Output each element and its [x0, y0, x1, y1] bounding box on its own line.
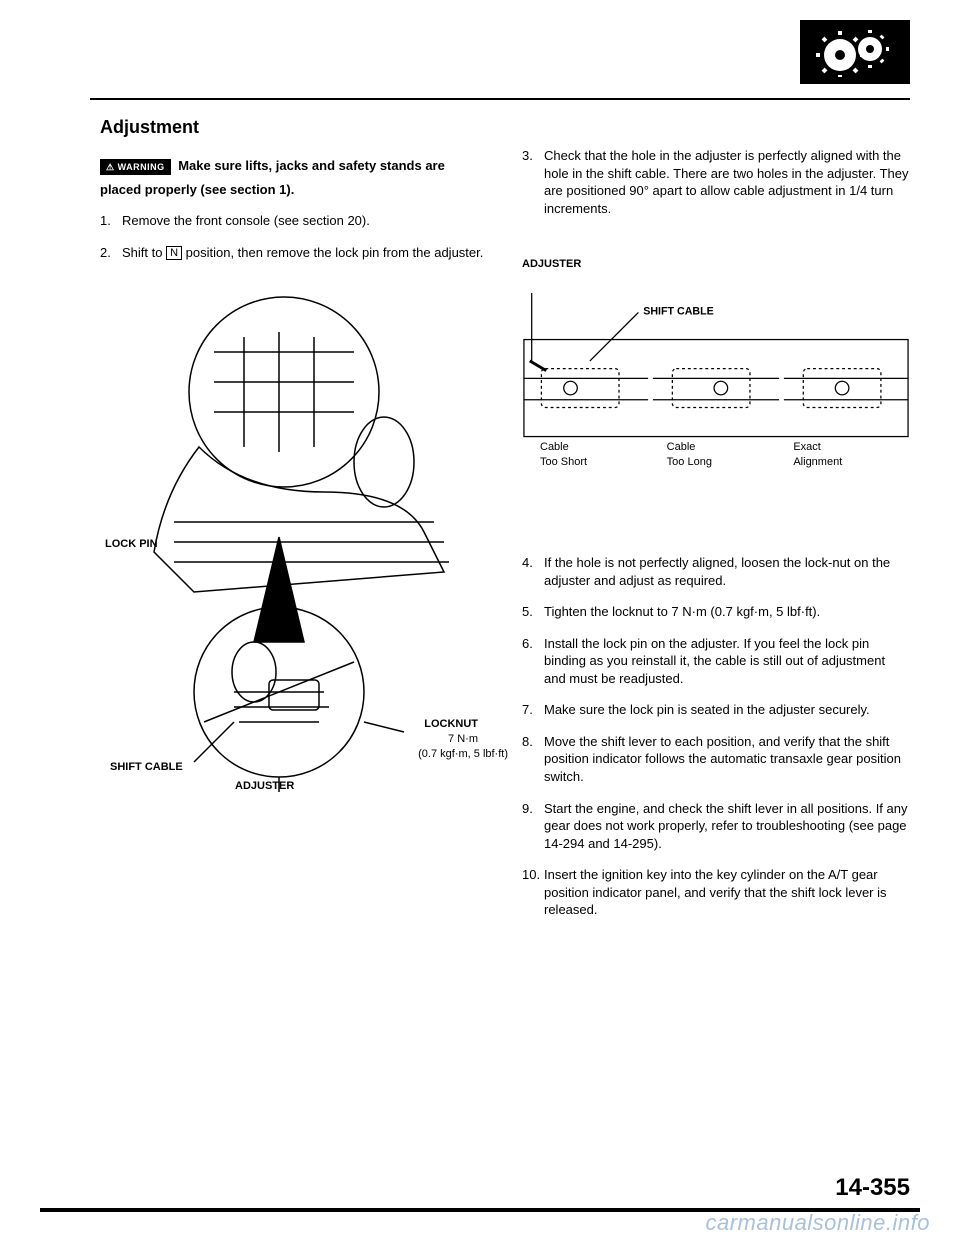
- adjuster-label-top: ADJUSTER: [522, 257, 910, 272]
- lock-pin-diagram: LOCK PIN SHIFT CABLE ADJUSTER LOCKNUT 7 …: [100, 292, 488, 792]
- shift-cable-label: SHIFT CABLE: [110, 760, 183, 775]
- alignment-diagram: SHIFT CABLE Cable Too Short Cable Too Lo…: [522, 290, 910, 490]
- step-text: Check that the hole in the adjuster is p…: [544, 147, 910, 217]
- step-num: 4.: [522, 554, 544, 589]
- warning-triangle-icon: ⚠: [106, 162, 115, 172]
- step-2: 2. Shift to N position, then remove the …: [100, 244, 488, 262]
- brand-logo: [800, 20, 910, 84]
- lock-pin-label: LOCK PIN: [105, 537, 158, 552]
- step-num: 10.: [522, 866, 544, 919]
- step-8: 8. Move the shift lever to each position…: [522, 733, 910, 786]
- caption-too-short: Cable Too Short: [522, 440, 657, 470]
- top-divider: [90, 98, 910, 100]
- right-column: 3. Check that the hole in the adjuster i…: [522, 115, 910, 1182]
- section-title: Adjustment: [100, 115, 488, 139]
- step-10: 10. Insert the ignition key into the key…: [522, 866, 910, 919]
- step-text: If the hole is not perfectly aligned, lo…: [544, 554, 910, 589]
- step-text: Tighten the locknut to 7 N·m (0.7 kgf·m,…: [544, 603, 910, 621]
- step-text: Start the engine, and check the shift le…: [544, 800, 910, 853]
- locknut-label: LOCKNUT: [424, 717, 478, 732]
- step-num: 6.: [522, 635, 544, 688]
- step-num: 1.: [100, 212, 122, 230]
- torque-1: 7 N·m: [448, 732, 478, 747]
- step-text: Make sure the lock pin is seated in the …: [544, 701, 910, 719]
- watermark: carmanualsonline.info: [705, 1210, 930, 1236]
- page-number: 14-355: [835, 1174, 910, 1202]
- step-6: 6. Install the lock pin on the adjuster.…: [522, 635, 910, 688]
- step-num: 5.: [522, 603, 544, 621]
- warning-badge-text: WARNING: [118, 162, 165, 172]
- left-column: Adjustment ⚠ WARNING Make sure lifts, ja…: [100, 115, 488, 1182]
- step-num: 7.: [522, 701, 544, 719]
- step-9: 9. Start the engine, and check the shift…: [522, 800, 910, 853]
- step-7: 7. Make sure the lock pin is seated in t…: [522, 701, 910, 719]
- torque-2: (0.7 kgf·m, 5 lbf·ft): [418, 747, 508, 762]
- caption-exact: Exact Alignment: [783, 440, 910, 470]
- step-text: Shift to N position, then remove the loc…: [122, 244, 488, 262]
- warning-badge: ⚠ WARNING: [100, 159, 171, 175]
- gears-icon: [810, 27, 900, 77]
- step-num: 8.: [522, 733, 544, 786]
- step-4: 4. If the hole is not perfectly aligned,…: [522, 554, 910, 589]
- warning-text-1: Make sure lifts, jacks and safety stands…: [178, 158, 445, 173]
- shift-cable-label-2: SHIFT CABLE: [643, 305, 713, 317]
- caption-too-long: Cable Too Long: [657, 440, 784, 470]
- step-5: 5. Tighten the locknut to 7 N·m (0.7 kgf…: [522, 603, 910, 621]
- step-num: 9.: [522, 800, 544, 853]
- step-num: 3.: [522, 147, 544, 217]
- step-num: 2.: [100, 244, 122, 262]
- step-1: 1. Remove the front console (see section…: [100, 212, 488, 230]
- step-text: Move the shift lever to each position, a…: [544, 733, 910, 786]
- step-3: 3. Check that the hole in the adjuster i…: [522, 147, 910, 217]
- warning-text-2: placed properly (see section 1).: [100, 181, 488, 199]
- gear-n-box: N: [166, 246, 182, 260]
- adjuster-label: ADJUSTER: [235, 779, 294, 794]
- warning-line-1: ⚠ WARNING Make sure lifts, jacks and saf…: [100, 157, 488, 175]
- step-text: Remove the front console (see section 20…: [122, 212, 488, 230]
- step-text: Install the lock pin on the adjuster. If…: [544, 635, 910, 688]
- step-text: Insert the ignition key into the key cyl…: [544, 866, 910, 919]
